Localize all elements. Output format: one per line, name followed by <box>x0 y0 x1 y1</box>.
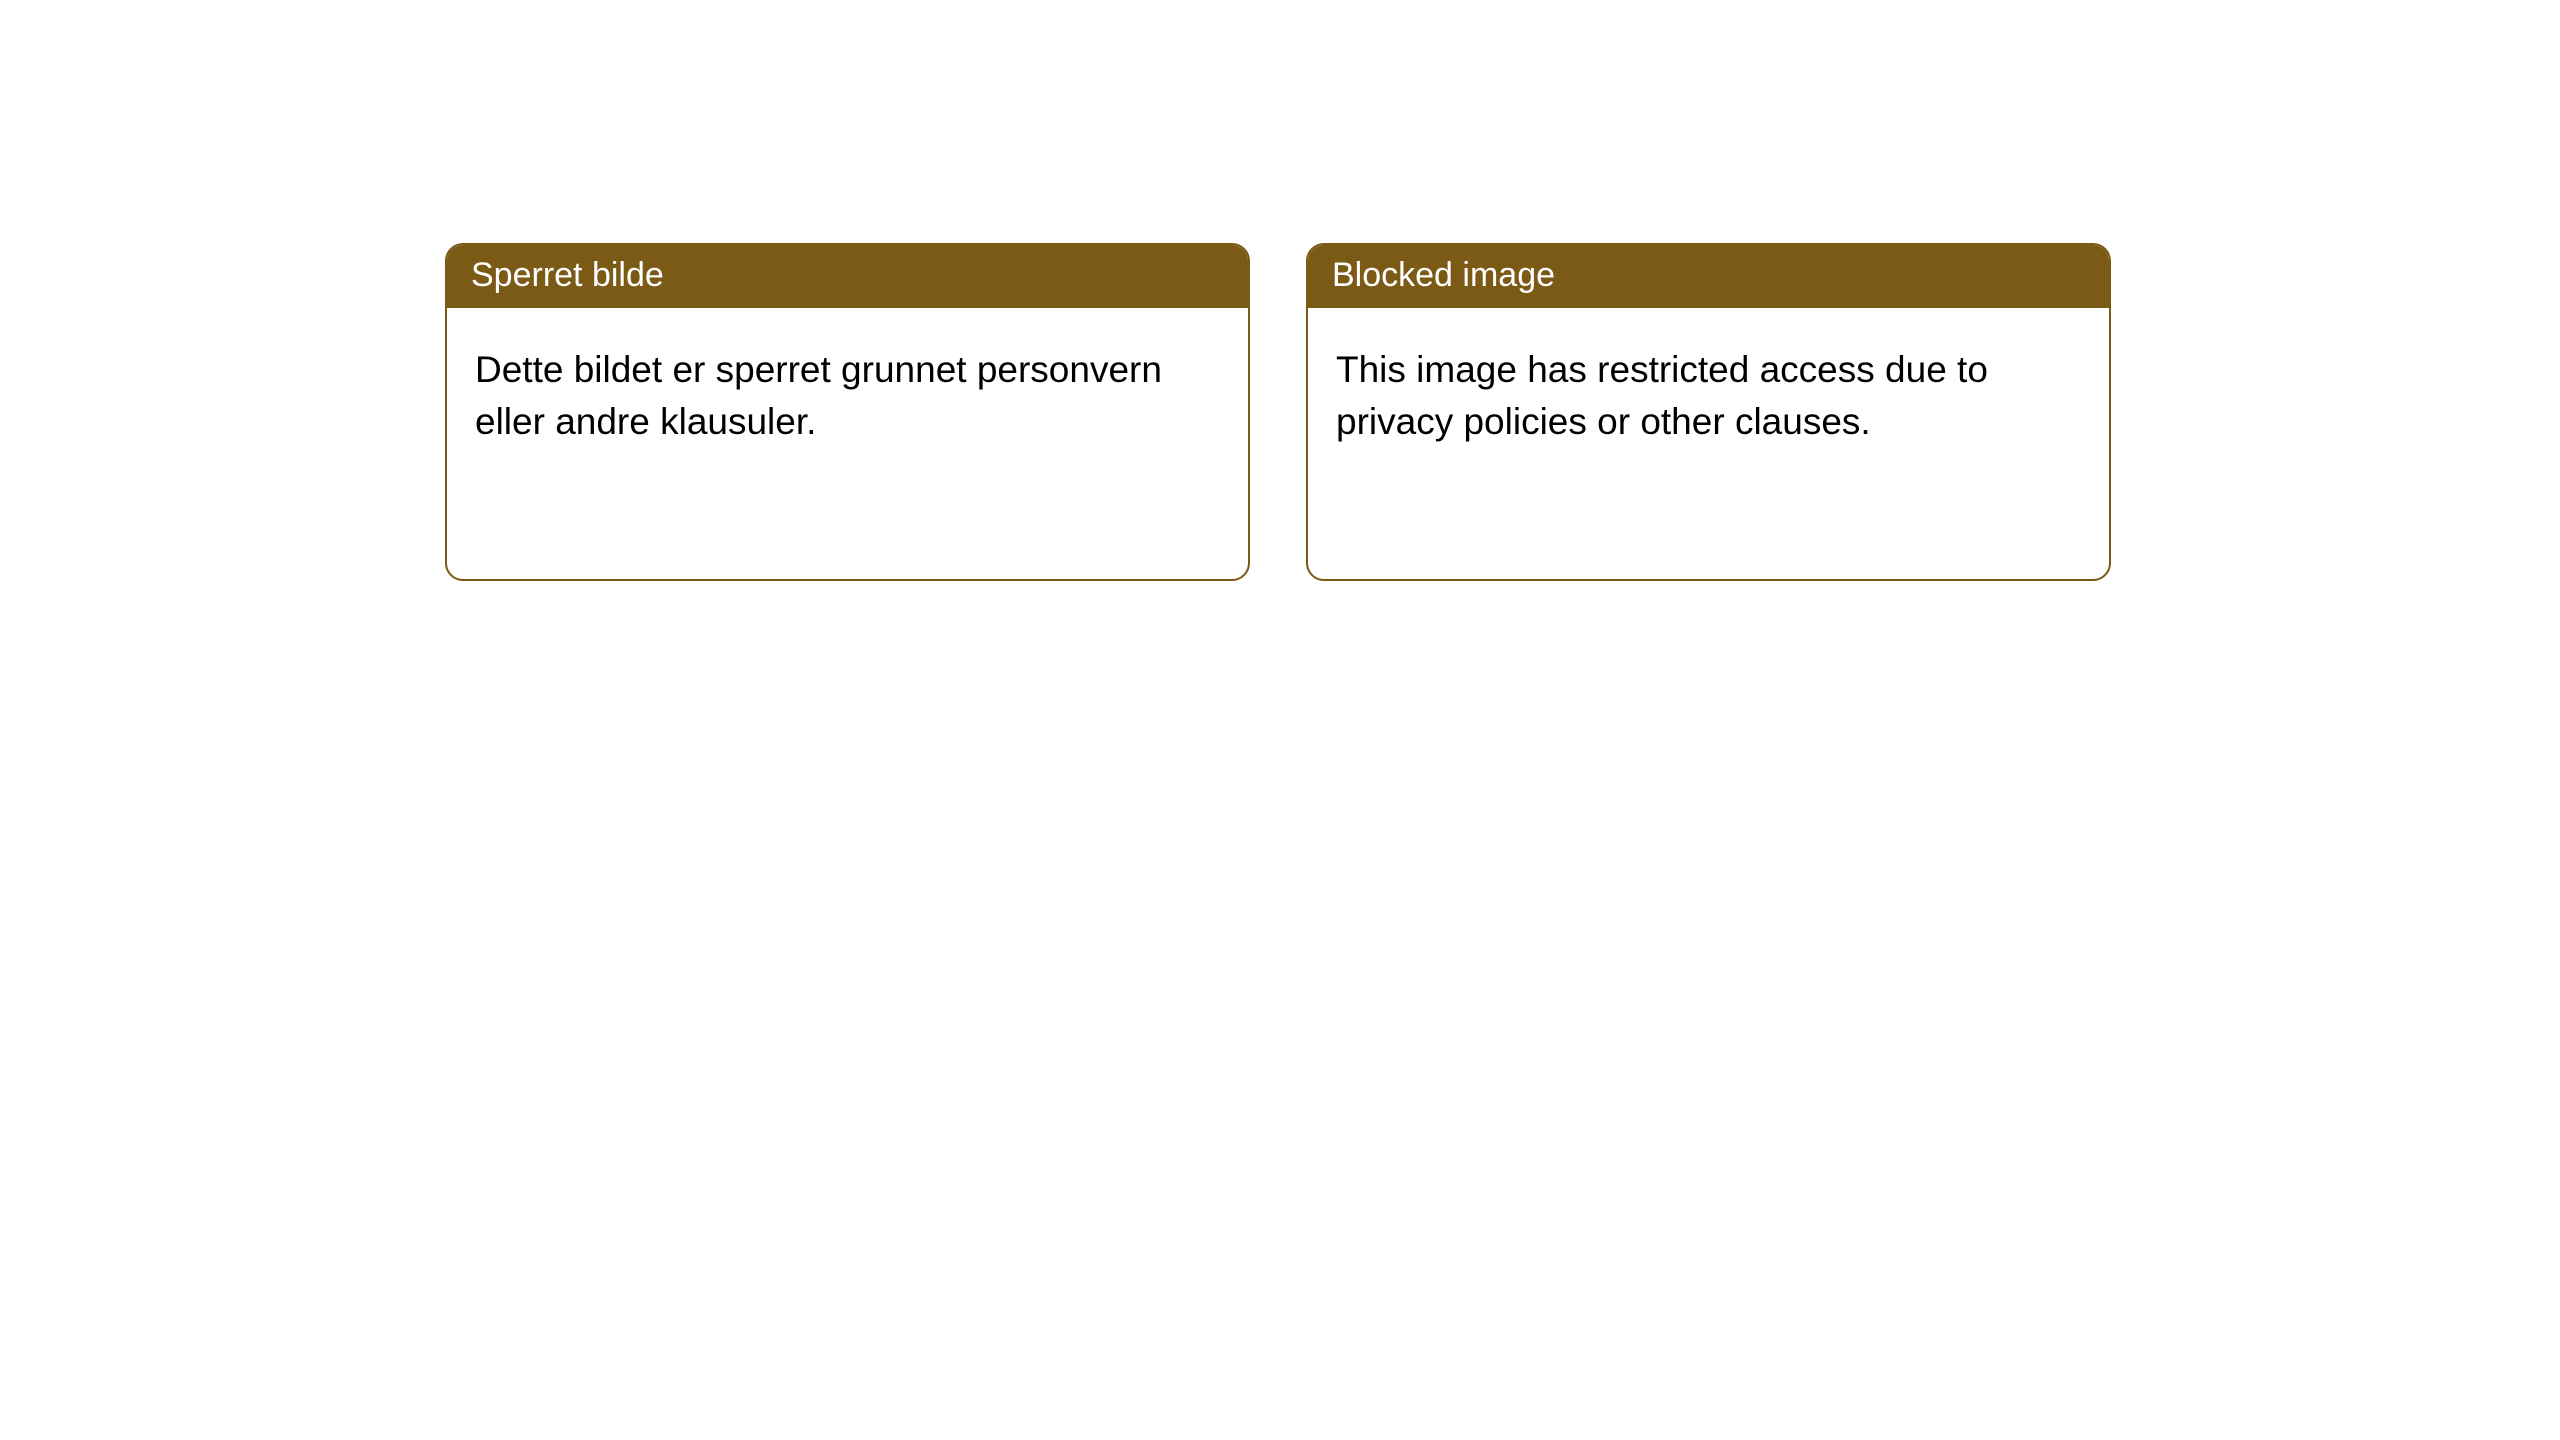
panel-body-english: This image has restricted access due to … <box>1308 308 2109 476</box>
panel-body-norwegian: Dette bildet er sperret grunnet personve… <box>447 308 1248 476</box>
panel-header-english: Blocked image <box>1308 245 2109 308</box>
panel-english: Blocked image This image has restricted … <box>1306 243 2111 581</box>
panels-container: Sperret bilde Dette bildet er sperret gr… <box>445 243 2111 581</box>
panel-header-norwegian: Sperret bilde <box>447 245 1248 308</box>
panel-norwegian: Sperret bilde Dette bildet er sperret gr… <box>445 243 1250 581</box>
